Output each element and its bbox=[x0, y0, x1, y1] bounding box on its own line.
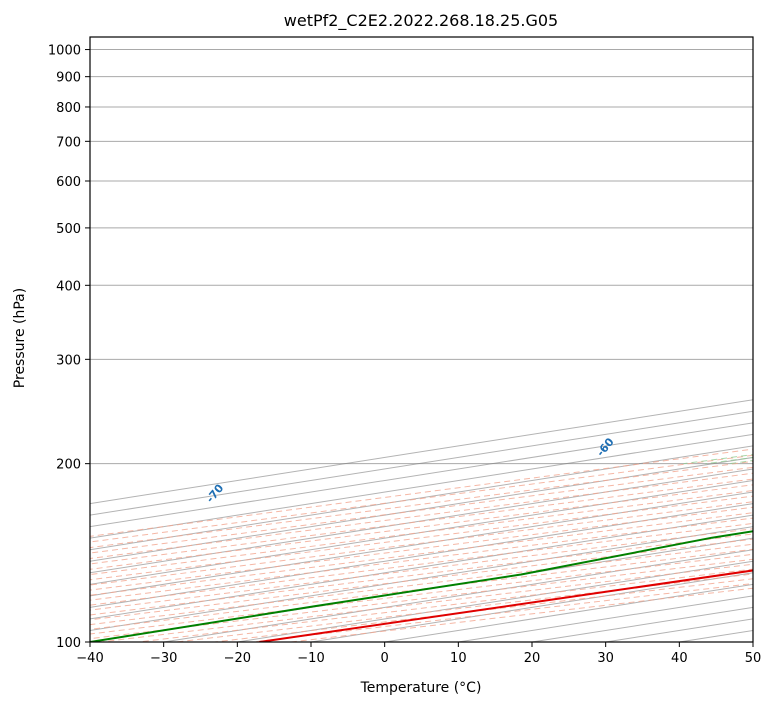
isotherm-line bbox=[0, 37, 775, 642]
x-tick-label: 0 bbox=[381, 651, 389, 666]
x-tick-label: 10 bbox=[450, 651, 467, 666]
isotherm-line bbox=[0, 37, 775, 642]
dry-adiabat-line bbox=[0, 37, 775, 642]
isotherm-line bbox=[0, 37, 775, 642]
temperature-profile-line bbox=[259, 98, 775, 643]
dry-adiabat-line bbox=[0, 37, 775, 642]
dry-adiabat-line bbox=[0, 37, 775, 642]
isotherm-line bbox=[0, 37, 775, 642]
moist-adiabat-line bbox=[683, 37, 775, 464]
dry-adiabat-line bbox=[24, 37, 775, 642]
moist-adiabat-line bbox=[754, 37, 775, 464]
isotherm-line bbox=[164, 37, 775, 642]
y-tick-label: 1000 bbox=[48, 44, 81, 59]
dry-adiabat-line bbox=[0, 37, 775, 642]
y-tick-label: 800 bbox=[56, 101, 81, 116]
dry-adiabat-line bbox=[0, 37, 775, 642]
y-tick-label: 300 bbox=[56, 353, 81, 368]
dry-adiabat-line bbox=[0, 37, 775, 642]
dry-adiabat-line bbox=[0, 37, 775, 642]
dry-adiabat-line bbox=[0, 37, 775, 642]
y-tick-label: 100 bbox=[56, 636, 81, 651]
chart-title: wetPf2_C2E2.2022.268.18.25.G05 bbox=[284, 11, 558, 31]
profile-lines bbox=[90, 98, 775, 643]
dry-adiabat-line bbox=[0, 37, 775, 642]
dry-adiabat-line bbox=[0, 37, 775, 642]
x-tick-label: 40 bbox=[671, 651, 688, 666]
dry-adiabat-line bbox=[0, 37, 775, 642]
dry-adiabat-line bbox=[0, 37, 775, 642]
isotherm-line bbox=[679, 37, 775, 642]
x-axis-label: Temperature (°C) bbox=[360, 680, 482, 696]
isotherm-line bbox=[0, 37, 775, 642]
dry-adiabat-line bbox=[100, 37, 775, 642]
x-tick-label: −40 bbox=[76, 651, 103, 666]
x-tick-label: 50 bbox=[745, 651, 762, 666]
dry-adiabat-line bbox=[0, 37, 775, 642]
x-tick-label: −20 bbox=[224, 651, 251, 666]
isotherm-line bbox=[0, 37, 775, 642]
isotherm-line bbox=[90, 37, 775, 642]
isotherm-line bbox=[0, 37, 775, 642]
y-tick-label: 700 bbox=[56, 135, 81, 150]
dry-adiabat-line bbox=[0, 37, 775, 642]
x-tick-label: 30 bbox=[597, 651, 614, 666]
y-tick-label: 200 bbox=[56, 458, 81, 473]
y-tick-label: 500 bbox=[56, 222, 81, 237]
isotherm-line bbox=[0, 37, 775, 642]
y-tick-label: 600 bbox=[56, 175, 81, 190]
x-tick-label: −10 bbox=[297, 651, 324, 666]
dry-adiabat-line bbox=[0, 37, 775, 642]
background-lines bbox=[0, 37, 775, 642]
dry-adiabat-line bbox=[0, 37, 775, 642]
dry-adiabat-line bbox=[291, 37, 775, 642]
moist-adiabat-line bbox=[705, 37, 775, 464]
dry-adiabat-line bbox=[0, 37, 775, 642]
isotherm-line bbox=[0, 37, 775, 642]
dry-adiabat-line bbox=[177, 37, 775, 642]
dry-adiabat-label: -60 bbox=[594, 435, 617, 459]
y-axis-label: Pressure (hPa) bbox=[12, 288, 28, 388]
x-tick-label: 20 bbox=[524, 651, 541, 666]
dewpoint-profile-line bbox=[90, 98, 775, 643]
isotherm-line bbox=[311, 37, 775, 642]
isotherm-line bbox=[0, 37, 775, 642]
y-tick-label: 900 bbox=[56, 71, 81, 86]
isotherm-line bbox=[0, 37, 775, 642]
axes: −40 −30 −20 −10 0 10 20 30 40 50 100 200 300 400 500 60… bbox=[48, 44, 761, 666]
dry-adiabat-line bbox=[139, 37, 775, 642]
x-tick-label: −30 bbox=[150, 651, 177, 666]
isotherm-line bbox=[753, 37, 775, 642]
dry-adiabat-line bbox=[0, 37, 775, 642]
dry-adiabat-line bbox=[0, 37, 775, 642]
isotherm-line bbox=[458, 37, 775, 642]
y-tick-label: 400 bbox=[56, 279, 81, 294]
